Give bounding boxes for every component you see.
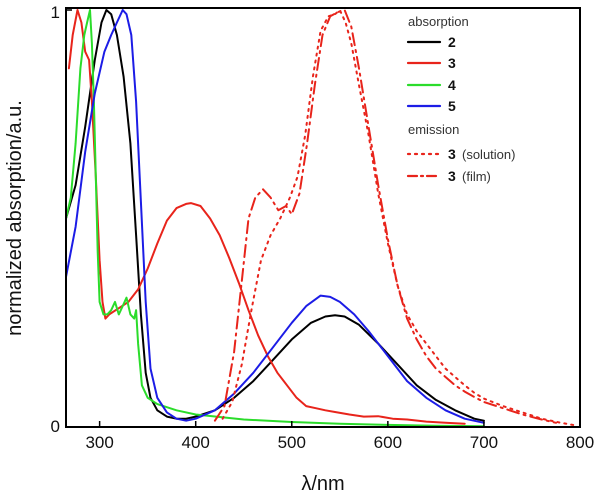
legend-suffix-s3film: (film)	[462, 169, 491, 184]
legend: absorption emission 2 3 4 5 3 (solution) 3 (fil…	[406, 14, 515, 184]
x-axis-ticks: 300 400 500 600 700 800	[85, 421, 594, 452]
series-line-s3sol	[221, 9, 577, 427]
x-tick-label: 600	[374, 433, 402, 452]
legend-label-s3: 3	[448, 55, 456, 71]
plot-lines	[65, 9, 577, 428]
series-line-s2	[65, 9, 485, 422]
series-line-s3	[67, 9, 466, 425]
y-axis-ticks: 01	[51, 3, 72, 436]
x-tick-label: 300	[85, 433, 113, 452]
legend-label-s3film: 3	[448, 168, 456, 184]
y-axis-title: normalized absorption/a.u.	[4, 100, 26, 336]
legend-group-absorption: absorption	[408, 14, 469, 29]
legend-group-emission: emission	[408, 122, 459, 137]
x-tick-label: 400	[182, 433, 210, 452]
series-line-s3film	[213, 9, 557, 424]
x-axis-title: λ/nm	[301, 473, 344, 495]
y-tick-label: 1	[51, 3, 60, 22]
legend-label-s5: 5	[448, 98, 456, 114]
legend-label-s2: 2	[448, 34, 456, 50]
x-tick-label: 800	[566, 433, 594, 452]
legend-label-s3sol: 3	[448, 146, 456, 162]
y-tick-label: 0	[51, 417, 60, 436]
series-line-s4	[65, 9, 485, 428]
x-tick-label: 500	[278, 433, 306, 452]
series-line-s5	[65, 9, 485, 424]
x-tick-label: 700	[470, 433, 498, 452]
legend-label-s4: 4	[448, 77, 456, 93]
legend-suffix-s3sol: (solution)	[462, 147, 515, 162]
plot-frame	[65, 7, 581, 428]
